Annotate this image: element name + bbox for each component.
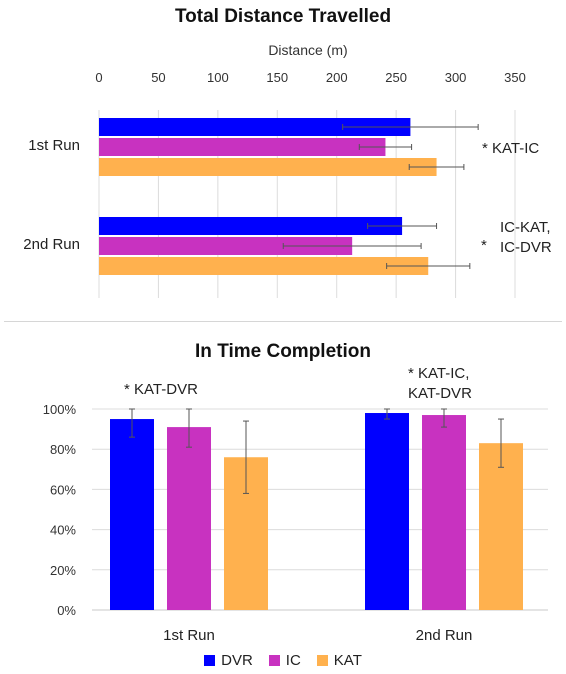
legend-label-ic: IC — [285, 652, 301, 669]
distance-chart-plot: 0 50 100 150 200 250 300 350 1st Run 2nd Run — [23, 70, 526, 298]
y-tick-label: 40% — [50, 523, 76, 538]
x-tick-label: 100 — [207, 70, 229, 85]
bar-dvr-2 — [99, 217, 403, 235]
legend-swatch-dvr — [204, 655, 216, 666]
distance-chart-panel: Total Distance Travelled Distance (m) 0 5… — [0, 0, 566, 318]
x-tick-label: 350 — [504, 70, 526, 85]
legend-swatch-ic — [268, 655, 280, 666]
bar-kat-2 — [99, 257, 429, 275]
x-tick-label: 150 — [266, 70, 288, 85]
x-tick-label: 300 — [445, 70, 467, 85]
completion-annotation-run1: * KAT-DVR — [124, 381, 198, 398]
distance-chart-title: Total Distance Travelled — [174, 6, 392, 27]
x-tick-label: 250 — [385, 70, 407, 85]
distance-annotation-run2: IC-KAT, IC-DVR — [500, 219, 552, 256]
y-tick-label: 100% — [43, 402, 77, 417]
y-tick-label: 0% — [57, 603, 76, 618]
completion-chart-panel: In Time Completion — [0, 326, 566, 674]
bar-ic-2 — [99, 237, 353, 255]
legend-item-kat: KAT — [316, 652, 362, 669]
legend-label-kat: KAT — [333, 652, 362, 669]
bar-ic-1 — [99, 138, 386, 156]
y-tick-label: 60% — [50, 482, 76, 497]
category-label: 2nd Run — [416, 627, 473, 644]
bar-kat-1 — [99, 158, 437, 176]
y-tick-label: 20% — [50, 563, 76, 578]
bar-dvr-1 — [99, 118, 411, 136]
legend-item-ic: IC — [268, 652, 301, 669]
category-label: 1st Run — [28, 137, 80, 154]
category-label: 1st Run — [163, 627, 215, 644]
panel-divider — [4, 321, 562, 322]
distance-annotation-run1: * KAT-IC — [482, 140, 540, 157]
bar-dvr-1 — [110, 419, 154, 610]
x-tick-label: 0 — [95, 70, 102, 85]
legend-label-dvr: DVR — [221, 652, 253, 669]
distance-annotation-run2-star: * — [481, 237, 487, 254]
completion-annotation-run2: * KAT-IC, KAT-DVR — [408, 365, 472, 402]
bar-ic-2 — [422, 415, 466, 610]
completion-legend: DVR IC KAT — [0, 652, 566, 669]
y-tick-label: 80% — [50, 442, 76, 457]
x-tick-label: 200 — [326, 70, 348, 85]
category-label: 2nd Run — [23, 236, 80, 253]
completion-chart-title: In Time Completion — [195, 341, 371, 362]
distance-x-axis-label: Distance (m) — [268, 42, 348, 58]
bar-ic-1 — [167, 427, 211, 610]
completion-chart-plot: 0% 20% 40% 60% 80% 100% 1st Run 2nd Run — [43, 402, 548, 644]
bar-dvr-2 — [365, 413, 409, 610]
x-tick-label: 50 — [151, 70, 165, 85]
legend-item-dvr: DVR — [204, 652, 253, 669]
bar-kat-2 — [479, 443, 523, 610]
legend-swatch-kat — [316, 655, 328, 666]
